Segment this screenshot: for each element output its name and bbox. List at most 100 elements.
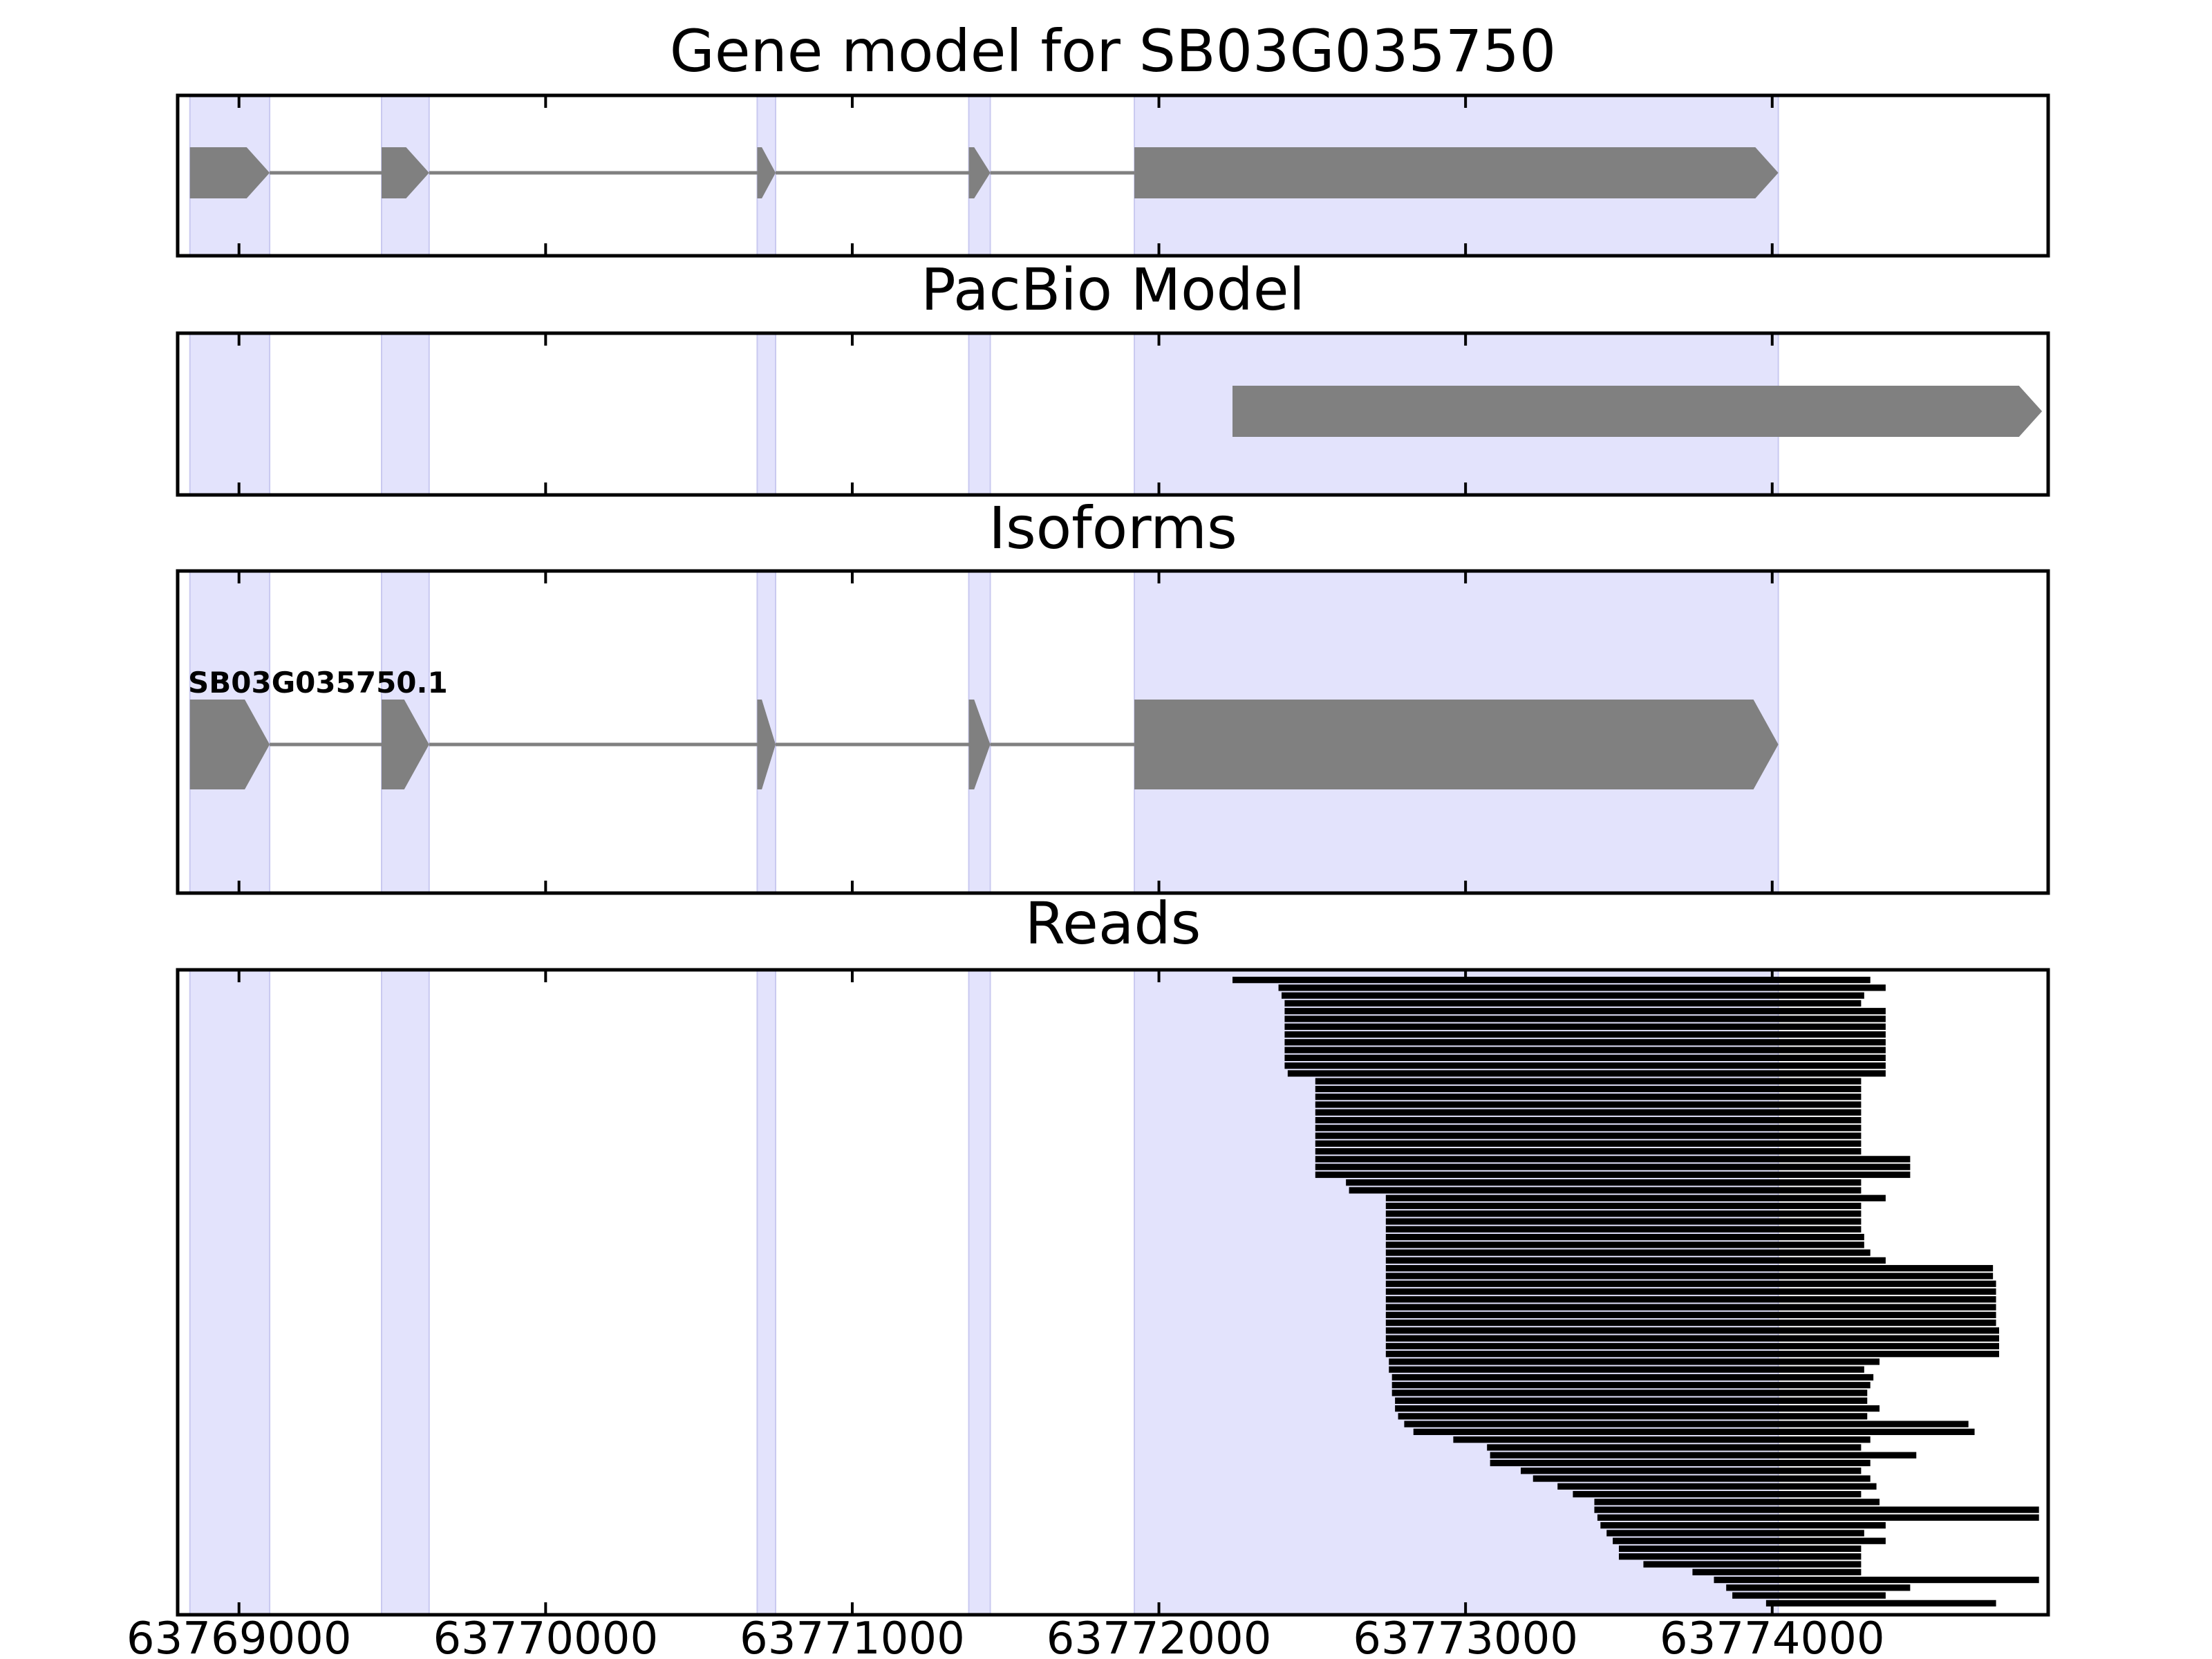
read-bar	[1600, 1522, 1886, 1529]
exon-feature	[757, 147, 776, 198]
read-bar	[1385, 1257, 1886, 1264]
read-bar	[1726, 1584, 1911, 1591]
isoforms-title: Isoforms	[988, 494, 1237, 562]
exon-highlight-band	[189, 332, 271, 496]
read-bar	[1606, 1530, 1864, 1537]
read-bar	[1284, 1047, 1886, 1053]
read-bar	[1413, 1428, 1975, 1436]
read-bar	[1315, 1163, 1911, 1170]
exon-highlight-band	[968, 969, 991, 1615]
read-bar	[1385, 1335, 2000, 1342]
x-tick-label: 63769000	[126, 1613, 352, 1659]
read-bar	[1315, 1116, 1862, 1124]
read-bar	[1533, 1475, 1871, 1482]
read-bar	[1284, 1015, 1886, 1022]
exon-highlight-band	[189, 969, 271, 1615]
gene-model-panel	[176, 93, 2050, 258]
x-tick-label: 63773000	[1353, 1613, 1578, 1659]
read-bar	[1618, 1553, 1862, 1560]
x-tick-label: 63774000	[1660, 1613, 1885, 1659]
panel-frame	[176, 93, 2050, 258]
isoforms-panel	[176, 569, 2050, 895]
read-bar	[1520, 1468, 1862, 1474]
read-bar	[1391, 1374, 1874, 1381]
read-bar	[1315, 1101, 1862, 1108]
read-bar	[1385, 1280, 1996, 1287]
read-bar	[1453, 1436, 1871, 1443]
read-bar	[1284, 1054, 1886, 1061]
read-bar	[1346, 1179, 1862, 1186]
exon-feature	[1134, 147, 1779, 198]
read-bar	[1385, 1210, 1862, 1217]
read-bar	[1281, 992, 1864, 999]
read-bar	[1315, 1109, 1862, 1116]
read-bar	[1385, 1241, 1864, 1248]
read-bar	[1315, 1125, 1862, 1132]
exon-highlight-band	[756, 969, 777, 1615]
read-bar	[1385, 1233, 1864, 1241]
read-bar	[1284, 1031, 1886, 1038]
panel-frame	[176, 569, 2050, 895]
gene-model-title: Gene model for SB03G035750	[670, 17, 1556, 85]
panel-frame	[176, 331, 2050, 497]
read-bar	[1232, 977, 1871, 984]
exon-highlight-band	[380, 332, 430, 496]
read-bar	[1573, 1490, 1862, 1498]
exon-feature	[968, 147, 991, 198]
x-tick-label: 63771000	[740, 1613, 965, 1659]
exon-highlight-band	[968, 332, 991, 496]
x-axis-tick-labels: 63769000 63770000 63771000 63772000 63773000…	[126, 1613, 1885, 1659]
read-bar	[1597, 1514, 2039, 1521]
read-bar	[1278, 984, 1886, 991]
read-bar	[1315, 1094, 1862, 1100]
read-bar	[1618, 1545, 1862, 1553]
read-bar	[1487, 1444, 1862, 1451]
read-bar	[1315, 1171, 1911, 1179]
read-bar	[1287, 1070, 1886, 1077]
read-bar	[1385, 1342, 2000, 1350]
read-bar	[1391, 1389, 1868, 1396]
x-tick-label: 63772000	[1047, 1613, 1272, 1659]
read-bar	[1284, 1023, 1886, 1030]
read-bar	[1385, 1351, 2000, 1358]
read-bar	[1385, 1218, 1862, 1225]
x-tick-label: 63770000	[433, 1613, 658, 1659]
read-bar	[1284, 1000, 1862, 1007]
isoform-label: SB03G035750.1	[188, 666, 448, 700]
exon-highlight-band	[380, 969, 430, 1615]
read-bar	[1490, 1452, 1917, 1459]
read-bar	[1389, 1366, 1864, 1373]
read-bar	[1613, 1537, 1886, 1544]
read-bar	[1315, 1132, 1862, 1139]
read-bar	[1643, 1561, 1862, 1568]
pacbio-model-title: PacBio Model	[921, 256, 1305, 324]
pacbio-model-panel	[176, 331, 2050, 497]
read-bar	[1692, 1568, 1862, 1575]
read-bar	[1315, 1140, 1862, 1147]
read-bar	[1398, 1413, 1868, 1420]
read-bar	[1315, 1147, 1862, 1155]
read-bar	[1385, 1311, 1996, 1318]
read-bar	[1385, 1304, 1996, 1311]
read-bar	[1765, 1600, 1996, 1606]
read-bar	[1732, 1592, 1886, 1599]
exon-feature	[968, 700, 991, 789]
read-bar	[1395, 1405, 1880, 1412]
read-bar	[1404, 1421, 1969, 1427]
read-bar	[1389, 1358, 1880, 1365]
read-bar	[1385, 1288, 1996, 1295]
exon-feature	[1232, 386, 2043, 437]
read-bar	[1315, 1078, 1862, 1085]
read-bar	[1385, 1327, 2000, 1334]
read-bar	[1395, 1397, 1868, 1404]
read-bar	[1315, 1156, 1911, 1163]
exon-feature	[189, 147, 270, 198]
read-bar	[1385, 1194, 1886, 1201]
exon-feature	[1134, 700, 1779, 789]
read-bar	[1385, 1296, 1996, 1303]
reads-title: Reads	[1025, 890, 1201, 957]
exon-feature	[381, 147, 429, 198]
exon-feature	[381, 700, 429, 789]
read-bar	[1349, 1187, 1862, 1194]
